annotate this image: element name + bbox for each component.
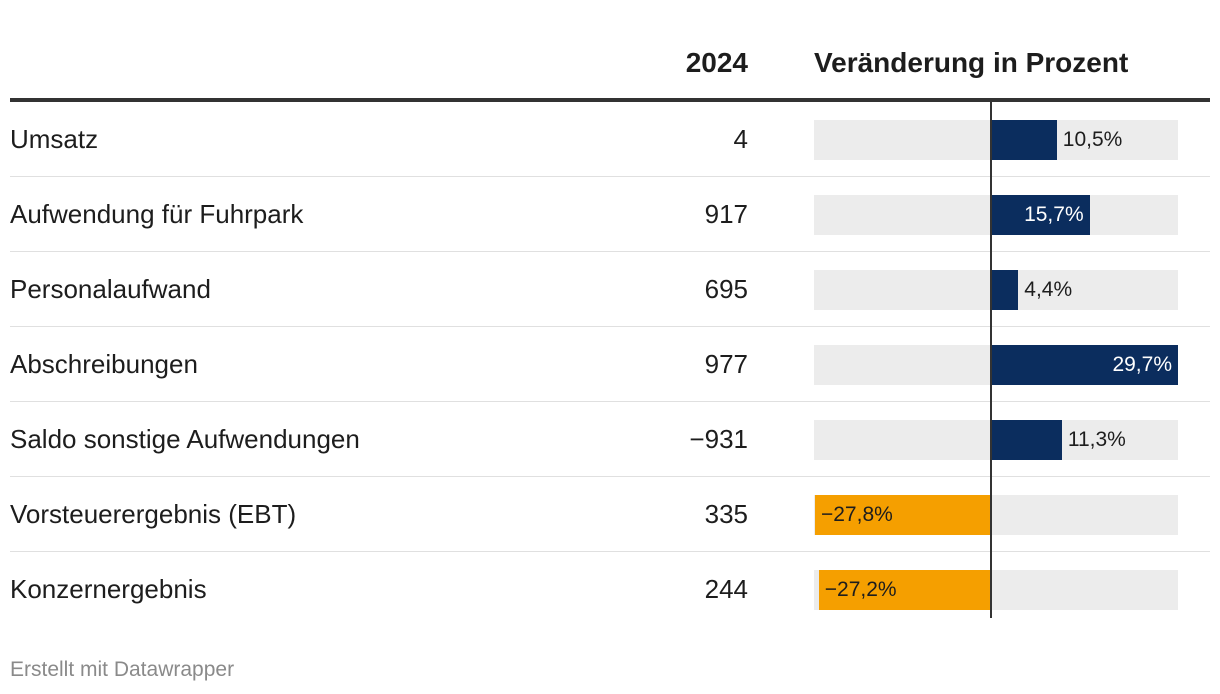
bar-track: 29,7% bbox=[814, 345, 1178, 385]
row-label: Saldo sonstige Aufwendungen bbox=[10, 424, 360, 454]
row-label: Aufwendung für Fuhrpark bbox=[10, 199, 304, 229]
table-row: Umsatz 4 10,5% bbox=[10, 102, 1210, 177]
table-row: Saldo sonstige Aufwendungen −931 11,3% bbox=[10, 402, 1210, 477]
table-body: Umsatz 4 10,5% Aufwendung für Fuhrpark 917 15… bbox=[10, 102, 1210, 626]
bar-value-label: 10,5% bbox=[1062, 128, 1123, 151]
bar bbox=[990, 120, 1057, 160]
row-value-2024: 977 bbox=[704, 349, 748, 379]
table-row: Personalaufwand 695 4,4% bbox=[10, 252, 1210, 327]
row-label: Personalaufwand bbox=[10, 274, 211, 304]
bar-track: 10,5% bbox=[814, 120, 1178, 160]
bar bbox=[990, 420, 1062, 460]
data-table: 2024 Veränderung in Prozent Umsatz 4 10,5%… bbox=[10, 0, 1210, 626]
bar-value-label: 11,3% bbox=[1067, 428, 1126, 451]
bar bbox=[990, 270, 1019, 310]
bar-track: 15,7% bbox=[814, 195, 1178, 235]
row-label: Konzernergebnis bbox=[10, 574, 207, 604]
row-value-2024: 335 bbox=[704, 499, 748, 529]
table-row: Aufwendung für Fuhrpark 917 15,7% bbox=[10, 177, 1210, 252]
row-label: Vorsteuerergebnis (EBT) bbox=[10, 499, 297, 529]
column-header-year: 2024 bbox=[685, 47, 748, 78]
bar-value-label: −27,2% bbox=[824, 578, 897, 601]
row-value-2024: 917 bbox=[704, 199, 748, 229]
row-value-2024: 695 bbox=[704, 274, 748, 304]
row-value-2024: 244 bbox=[704, 574, 748, 604]
bar bbox=[990, 345, 1178, 385]
table-header: 2024 Veränderung in Prozent bbox=[10, 0, 1210, 102]
bar bbox=[814, 495, 991, 535]
row-label: Umsatz bbox=[10, 124, 99, 154]
column-header-change: Veränderung in Prozent bbox=[814, 47, 1129, 78]
zero-axis-line bbox=[989, 100, 992, 618]
bar-track: −27,2% bbox=[814, 570, 1178, 610]
table-row: Konzernergebnis 244 −27,2% bbox=[10, 552, 1210, 626]
bar-value-label: 4,4% bbox=[1024, 278, 1073, 301]
footer-credit: Erstellt mit Datawrapper bbox=[10, 658, 235, 681]
bar-value-label: −27,8% bbox=[820, 503, 893, 526]
bar-track: 4,4% bbox=[814, 270, 1178, 310]
table-row: Abschreibungen 977 29,7% bbox=[10, 327, 1210, 402]
bar-track: −27,8% bbox=[814, 495, 1178, 535]
bar-value-label: 29,7% bbox=[1112, 353, 1172, 376]
row-value-2024: 4 bbox=[733, 124, 748, 154]
table-row: Vorsteuerergebnis (EBT) 335 −27,8% bbox=[10, 477, 1210, 552]
row-value-2024: −931 bbox=[689, 424, 748, 454]
bar-track: 11,3% bbox=[814, 420, 1178, 460]
bar-value-label: 15,7% bbox=[1024, 203, 1084, 226]
bar bbox=[990, 195, 1090, 235]
bar bbox=[818, 570, 991, 610]
row-label: Abschreibungen bbox=[10, 349, 198, 379]
